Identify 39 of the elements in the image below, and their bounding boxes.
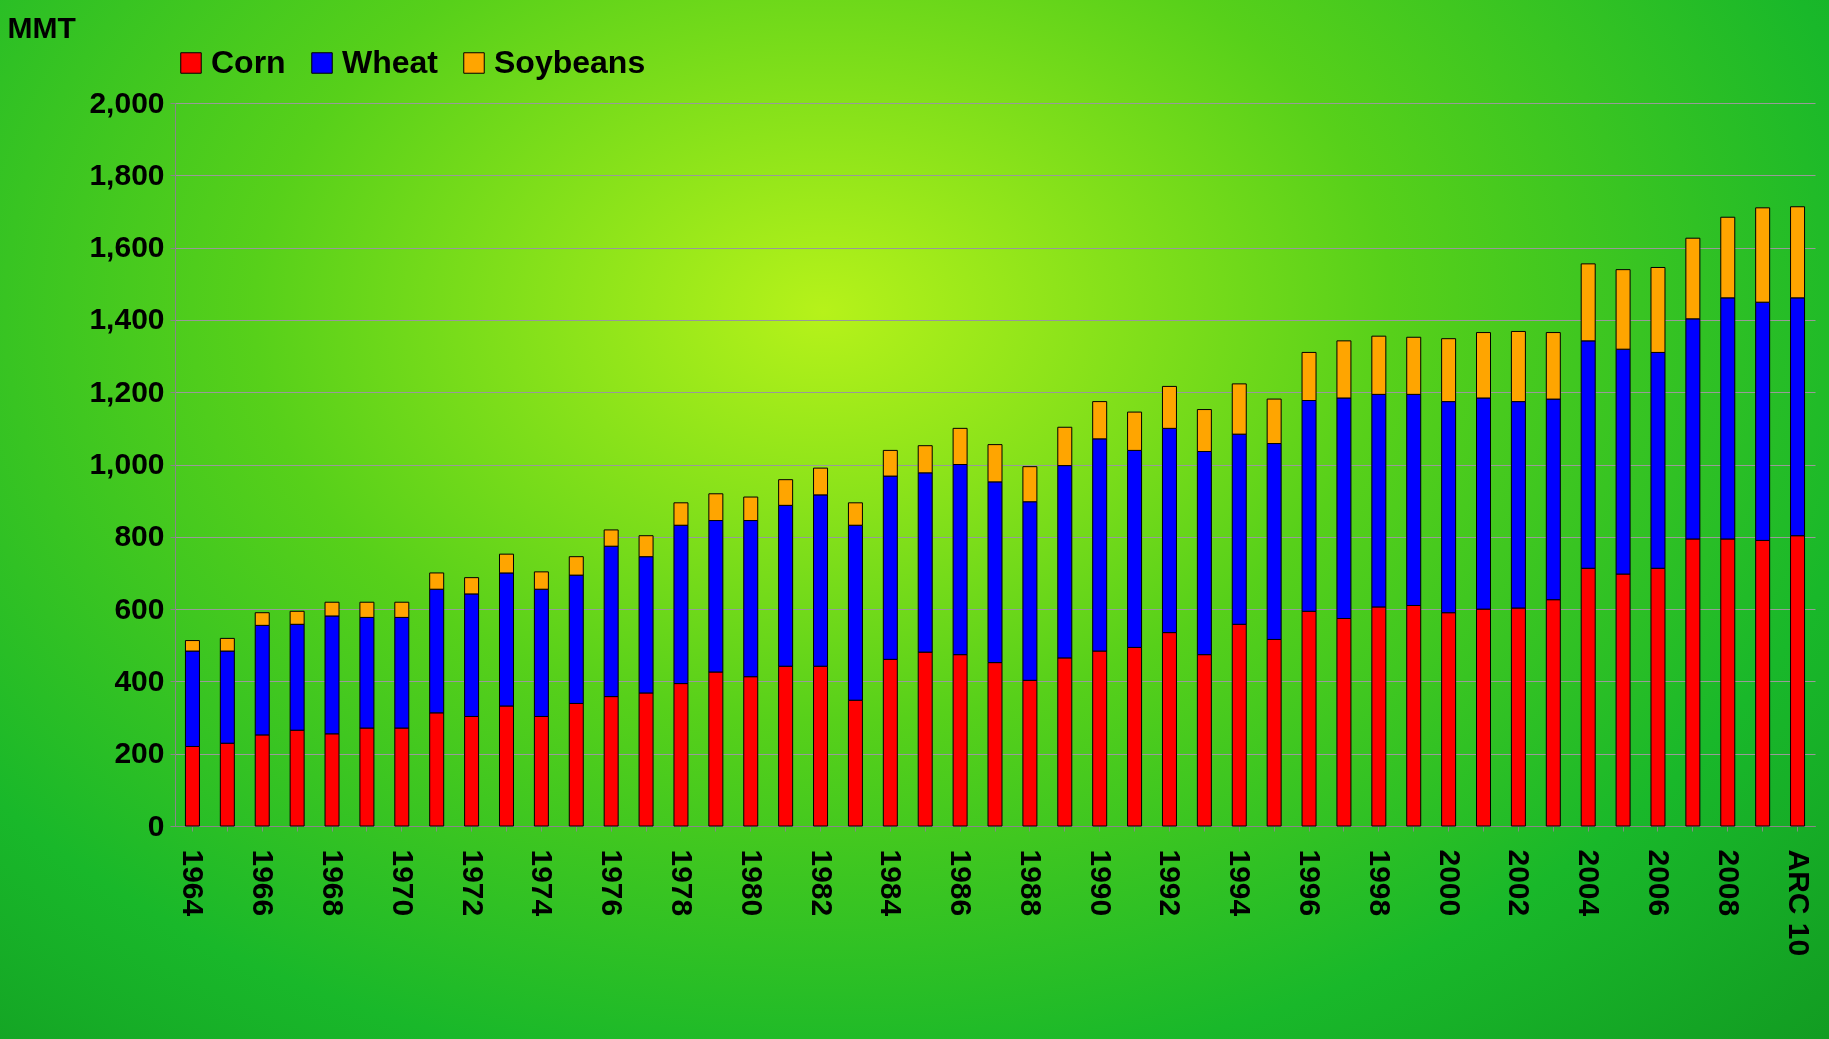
x-tick-label: 1978	[665, 849, 699, 917]
x-tick-label: 1974	[526, 849, 560, 917]
y-tick-label: 0	[147, 808, 165, 842]
x-tick-label: 1984	[875, 849, 909, 917]
x-tick-label: 1976	[596, 849, 630, 917]
legend-label: Soybeans	[494, 44, 646, 80]
y-tick-label: 400	[114, 663, 165, 697]
x-tick-label: 1964	[177, 849, 211, 917]
x-tick-label: 2002	[1503, 849, 1537, 917]
x-tick-label: 2004	[1573, 849, 1607, 917]
x-tick-label: 2000	[1433, 849, 1467, 917]
x-tick-label: 1988	[1014, 849, 1048, 917]
x-tick-label: 1980	[735, 849, 769, 917]
y-tick-label: 2,000	[89, 85, 165, 119]
y-tick-label: 800	[114, 519, 165, 553]
x-tick-label: 1966	[247, 849, 281, 917]
y-axis-title: MMT	[7, 10, 76, 44]
x-tick-label: 2008	[1712, 849, 1746, 917]
x-tick-label: ARC 10	[1782, 849, 1816, 957]
legend-label: Corn	[211, 44, 286, 80]
x-tick-label: 1972	[456, 849, 490, 917]
x-tick-label: 1986	[945, 849, 979, 917]
x-tick-label: 1990	[1084, 849, 1118, 917]
y-tick-label: 1,200	[89, 374, 165, 408]
y-tick-label: 1,800	[89, 157, 165, 191]
y-tick-label: 600	[114, 591, 165, 625]
x-tick-label: 1998	[1363, 849, 1397, 917]
x-tick-label: 1994	[1224, 849, 1258, 917]
legend-label: Wheat	[342, 44, 439, 80]
y-tick-label: 1,400	[89, 302, 165, 336]
y-tick-label: 1,600	[89, 230, 165, 264]
x-tick-label: 1970	[386, 849, 420, 917]
y-tick-label: 1,000	[89, 447, 165, 480]
x-tick-label: 1992	[1154, 849, 1188, 917]
y-tick-label: 200	[114, 736, 165, 770]
x-tick-label: 1982	[805, 849, 839, 917]
x-tick-label: 2006	[1642, 849, 1676, 917]
x-tick-label: 1996	[1294, 849, 1328, 917]
x-tick-label: 1968	[317, 849, 351, 917]
